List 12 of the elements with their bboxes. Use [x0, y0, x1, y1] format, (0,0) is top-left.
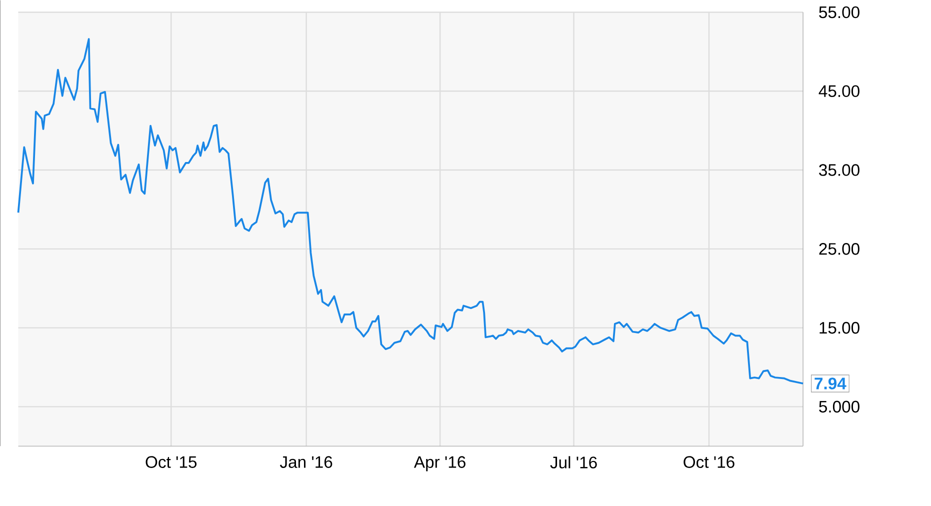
- y-tick-label: 45.00: [818, 85, 860, 97]
- x-tick-label: Jan '16: [280, 456, 332, 468]
- y-tick-label: 35.00: [819, 164, 860, 176]
- y-tick-label: 55.00: [819, 6, 860, 18]
- y-tick-label: 25.00: [819, 242, 860, 255]
- y-tick-label: 15.00: [820, 322, 860, 334]
- x-tick-label: Apr '16: [414, 456, 466, 472]
- x-tick-label: Jul '16: [550, 456, 597, 468]
- x-tick-label: Oct '15: [146, 456, 197, 468]
- annotation: 7.94: [814, 378, 846, 390]
- y-tick-label: 5.000: [819, 400, 860, 413]
- x-tick-label: Oct '16: [684, 456, 734, 468]
